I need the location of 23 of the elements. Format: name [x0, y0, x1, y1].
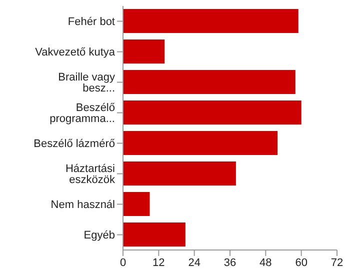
y-tick-label: Beszélő programma... — [50, 102, 115, 126]
x-tick-label: 0 — [120, 256, 126, 269]
y-tick-label: Vakvezető kutya — [35, 46, 116, 59]
y-tick-label: Háztartási eszközök — [65, 163, 116, 186]
y-tick-label: Fehér bot — [68, 16, 115, 28]
y-tick-label: Egyéb — [84, 230, 115, 242]
bar — [123, 70, 296, 94]
x-tick-label: 60 — [295, 256, 308, 269]
bar — [123, 131, 278, 155]
bar — [123, 222, 186, 246]
x-tick-label: 48 — [260, 256, 272, 269]
bar — [123, 100, 302, 124]
y-tick-label: Nem használ — [50, 199, 115, 212]
bar — [123, 162, 236, 186]
x-tick-label: 24 — [188, 256, 200, 269]
y-tick-label: Beszélő lázmérő — [34, 138, 115, 150]
bar — [123, 192, 150, 216]
bar — [123, 9, 298, 33]
x-tick-label: 36 — [224, 256, 236, 269]
bar — [123, 40, 165, 64]
x-tick-label: 72 — [330, 256, 344, 269]
x-tick-label: 12 — [152, 256, 165, 269]
y-tick-label: Braille vagy besz... — [58, 72, 116, 95]
